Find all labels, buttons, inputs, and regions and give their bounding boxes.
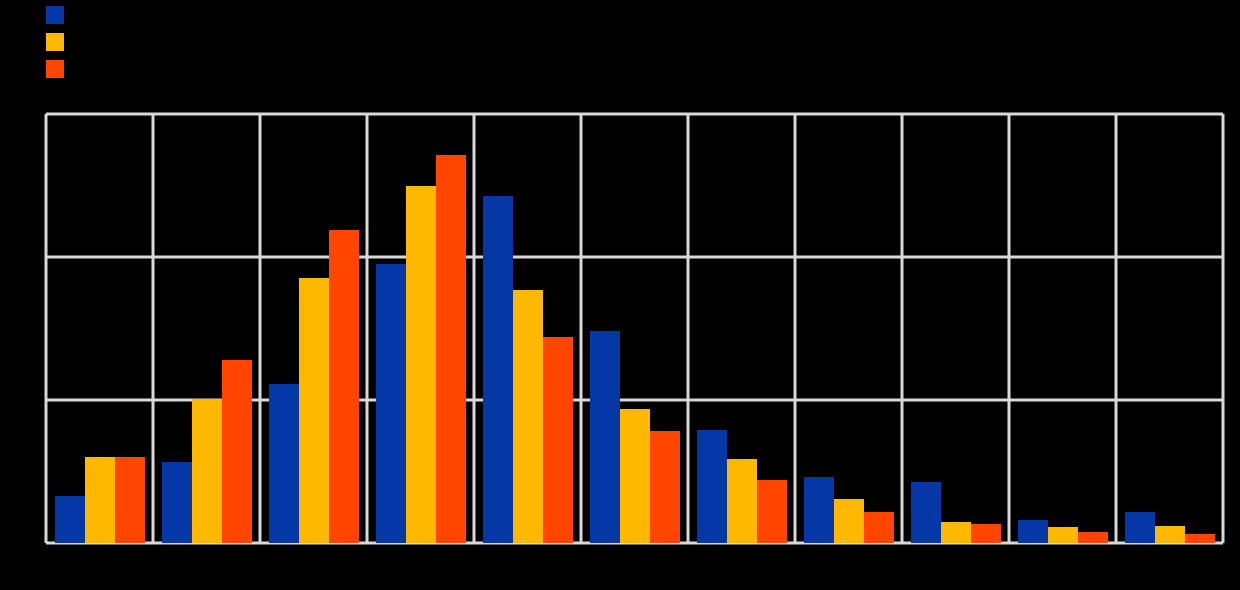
legend — [46, 6, 72, 87]
bar-yellow-2 — [191, 398, 222, 543]
bar-yellow-10 — [1047, 527, 1078, 543]
bar-group-9 — [902, 114, 1009, 543]
legend-swatch-orange — [46, 60, 64, 78]
bar-blue-2 — [161, 461, 192, 543]
bar-orange-7 — [756, 480, 787, 543]
bar-yellow-9 — [940, 521, 971, 543]
bar-yellow-7 — [726, 458, 757, 543]
gridline-vertical — [44, 114, 48, 543]
bar-yellow-5 — [512, 289, 543, 543]
legend-swatch-blue — [46, 6, 64, 24]
bar-orange-6 — [649, 431, 680, 543]
bar-orange-11 — [1184, 534, 1215, 543]
gridline-vertical — [1114, 114, 1118, 543]
legend-swatch-yellow — [46, 33, 64, 51]
legend-item-orange — [46, 60, 72, 78]
bar-orange-3 — [328, 229, 359, 543]
bar-yellow-1 — [84, 457, 115, 543]
gridline-vertical — [1007, 114, 1011, 543]
gridline-vertical — [900, 114, 904, 543]
legend-item-blue — [46, 6, 72, 24]
gridline-vertical — [472, 114, 476, 543]
bar-blue-8 — [803, 477, 834, 543]
bar-group-5 — [474, 114, 581, 543]
plot-area — [44, 112, 1225, 545]
bar-group-4 — [367, 114, 474, 543]
bar-blue-10 — [1017, 520, 1048, 543]
gridline-vertical — [686, 114, 690, 543]
bar-orange-8 — [863, 511, 894, 543]
gridline-horizontal — [46, 112, 1223, 116]
bar-yellow-3 — [298, 278, 329, 543]
gridline-vertical — [258, 114, 262, 543]
bar-group-10 — [1009, 114, 1116, 543]
bar-orange-2 — [221, 359, 252, 543]
bar-blue-1 — [54, 495, 85, 543]
gridline-vertical — [365, 114, 369, 543]
bar-group-6 — [581, 114, 688, 543]
gridline-vertical — [793, 114, 797, 543]
bar-group-3 — [260, 114, 367, 543]
bar-group-11 — [1116, 114, 1223, 543]
bar-blue-5 — [482, 195, 513, 543]
bar-blue-9 — [910, 481, 941, 543]
bar-yellow-4 — [405, 185, 436, 543]
bar-blue-4 — [375, 264, 406, 543]
bar-group-1 — [46, 114, 153, 543]
bar-yellow-8 — [833, 498, 864, 543]
bar-yellow-11 — [1154, 525, 1185, 543]
bar-blue-11 — [1124, 511, 1155, 543]
bar-group-7 — [688, 114, 795, 543]
bar-orange-1 — [114, 457, 145, 543]
bar-orange-5 — [542, 337, 573, 543]
bar-group-2 — [153, 114, 260, 543]
gridline-vertical — [1221, 114, 1225, 543]
bar-blue-6 — [589, 331, 620, 543]
x-axis-line — [46, 541, 1223, 545]
bar-blue-7 — [696, 430, 727, 543]
legend-item-yellow — [46, 33, 72, 51]
bar-blue-3 — [268, 384, 299, 543]
gridline-horizontal — [46, 398, 1223, 402]
bar-yellow-6 — [619, 408, 650, 543]
bar-orange-10 — [1077, 531, 1108, 543]
gridline-vertical — [151, 114, 155, 543]
bar-orange-4 — [435, 155, 466, 543]
gridline-vertical — [579, 114, 583, 543]
bar-orange-9 — [970, 524, 1001, 543]
gridline-horizontal — [46, 255, 1223, 259]
bar-group-8 — [795, 114, 902, 543]
